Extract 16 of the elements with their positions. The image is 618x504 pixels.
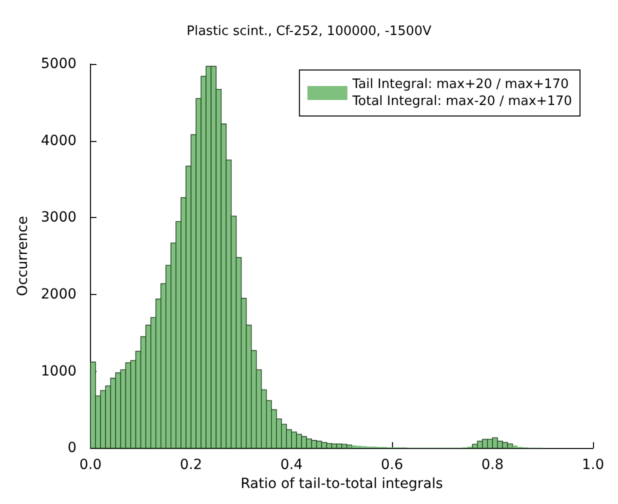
x-tick-label: 0.4 (280, 457, 303, 474)
chart-title: Plastic scint., Cf-252, 100000, -1500V (186, 24, 432, 39)
x-tick-label: 0.0 (79, 457, 102, 474)
y-tick-label: 4000 (40, 132, 77, 149)
x-tick-label: 0.8 (481, 457, 504, 474)
x-tick-label: 1.0 (582, 457, 604, 474)
y-axis-title: Occurrence (15, 216, 31, 296)
y-tick-label: 5000 (40, 56, 77, 72)
y-tick-label: 2000 (40, 286, 77, 302)
y-tick-label: 3000 (40, 210, 77, 226)
x-tick-label: 0.6 (380, 457, 404, 474)
y-tick-label: 0 (68, 440, 77, 456)
x-axis-title: Ratio of tail-to-total integrals (240, 476, 443, 492)
y-tick-label: 1000 (40, 363, 77, 380)
x-tick-label: 0.2 (180, 457, 202, 474)
legend-label: Tail Integral: max+20 / max+170 Total Integral: max-20 / max+170 (351, 77, 572, 109)
